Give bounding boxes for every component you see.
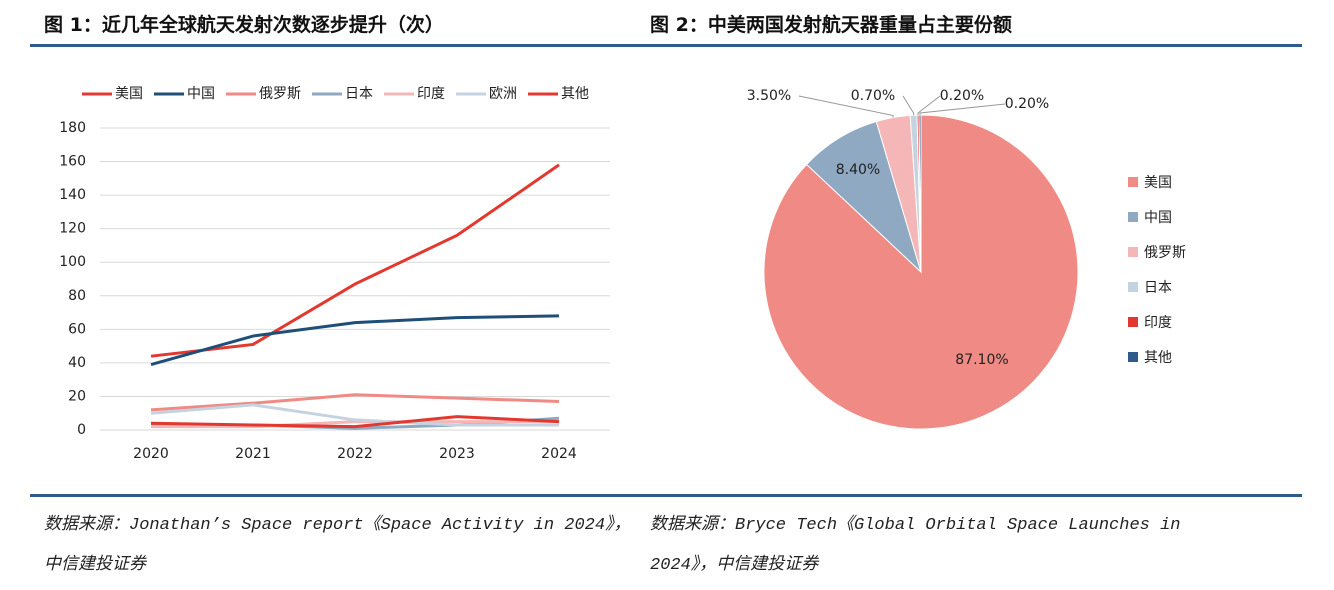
- legend-label: 其他: [1144, 350, 1172, 366]
- data-label: 0.20%: [1005, 96, 1049, 112]
- pie-slice: [918, 114, 922, 273]
- x-tick-label: 2021: [235, 446, 271, 462]
- leader-line: [917, 95, 941, 116]
- x-tick-label: 2024: [541, 446, 577, 462]
- y-tick-label: 40: [68, 355, 86, 371]
- y-tick-label: 20: [68, 388, 86, 404]
- y-tick-label: 80: [68, 288, 86, 304]
- data-label: 87.10%: [955, 352, 1008, 368]
- y-tick-label: 120: [59, 221, 86, 237]
- rule: [642, 44, 1302, 47]
- legend-label: 美国: [115, 86, 143, 102]
- y-tick-label: 0: [77, 422, 86, 438]
- data-label: 8.40%: [836, 162, 880, 178]
- legend-swatch: [1128, 282, 1138, 292]
- x-tick-label: 2022: [337, 446, 373, 462]
- legend-label: 其他: [561, 86, 589, 102]
- y-tick-label: 180: [59, 120, 86, 136]
- legend-label: 俄罗斯: [259, 86, 301, 102]
- line-chart: 0 20 40 60 80 100 120 140 160 180 2020 2021 2022 2023…: [59, 86, 610, 462]
- y-tick-label: 140: [59, 187, 86, 203]
- series-line: [150, 393, 560, 412]
- chart-title: 图 2：中美两国发射航天器重量占主要份额: [650, 14, 1012, 36]
- legend-label: 欧洲: [489, 86, 517, 102]
- legend-label: 日本: [345, 86, 373, 102]
- rule: [30, 44, 642, 47]
- legend-swatch: [1128, 212, 1138, 222]
- leader-line: [902, 95, 915, 116]
- rule: [642, 494, 1302, 497]
- legend-label: 俄罗斯: [1144, 245, 1186, 261]
- y-tick-label: 160: [59, 154, 86, 170]
- data-label: 3.50%: [747, 88, 791, 104]
- chart-title: 图 1：近几年全球航天发射次数逐步提升（次）: [44, 14, 444, 36]
- legend-swatch: [1128, 317, 1138, 327]
- data-label: 0.70%: [851, 88, 895, 104]
- legend-label: 印度: [417, 86, 445, 102]
- pie-chart: 87.10% 美国 8.40% 中国 3.50% 俄罗斯 0.70% 日本 0.20% 印度 0.2…: [747, 88, 1186, 430]
- legend-label: 美国: [1144, 175, 1172, 191]
- source-note: 数据来源：Bryce Tech《Global Orbital Space Lau…: [650, 516, 1181, 575]
- legend-label: 中国: [1144, 210, 1172, 226]
- leader-line: [919, 103, 1006, 116]
- legend-swatch: [1128, 352, 1138, 362]
- series-line: [151, 420, 559, 429]
- x-tick-label: 2020: [133, 446, 169, 462]
- legend-swatch: [1128, 177, 1138, 187]
- data-label: 0.20%: [940, 88, 984, 104]
- series-line: [150, 314, 560, 367]
- rule: [30, 494, 642, 497]
- legend-label: 印度: [1144, 315, 1172, 331]
- legend-label: 中国: [187, 86, 215, 102]
- series-line: [150, 415, 560, 429]
- leader-line: [798, 95, 894, 118]
- legend-label: 日本: [1144, 280, 1172, 296]
- y-tick-label: 60: [68, 321, 86, 337]
- y-tick-label: 100: [59, 254, 86, 270]
- x-tick-label: 2023: [439, 446, 475, 462]
- series-line: [150, 403, 559, 427]
- source-note: 数据来源：Jonathan’s Space report《Space Activ…: [44, 516, 631, 575]
- legend-swatch: [1128, 247, 1138, 257]
- series-line: [150, 163, 560, 358]
